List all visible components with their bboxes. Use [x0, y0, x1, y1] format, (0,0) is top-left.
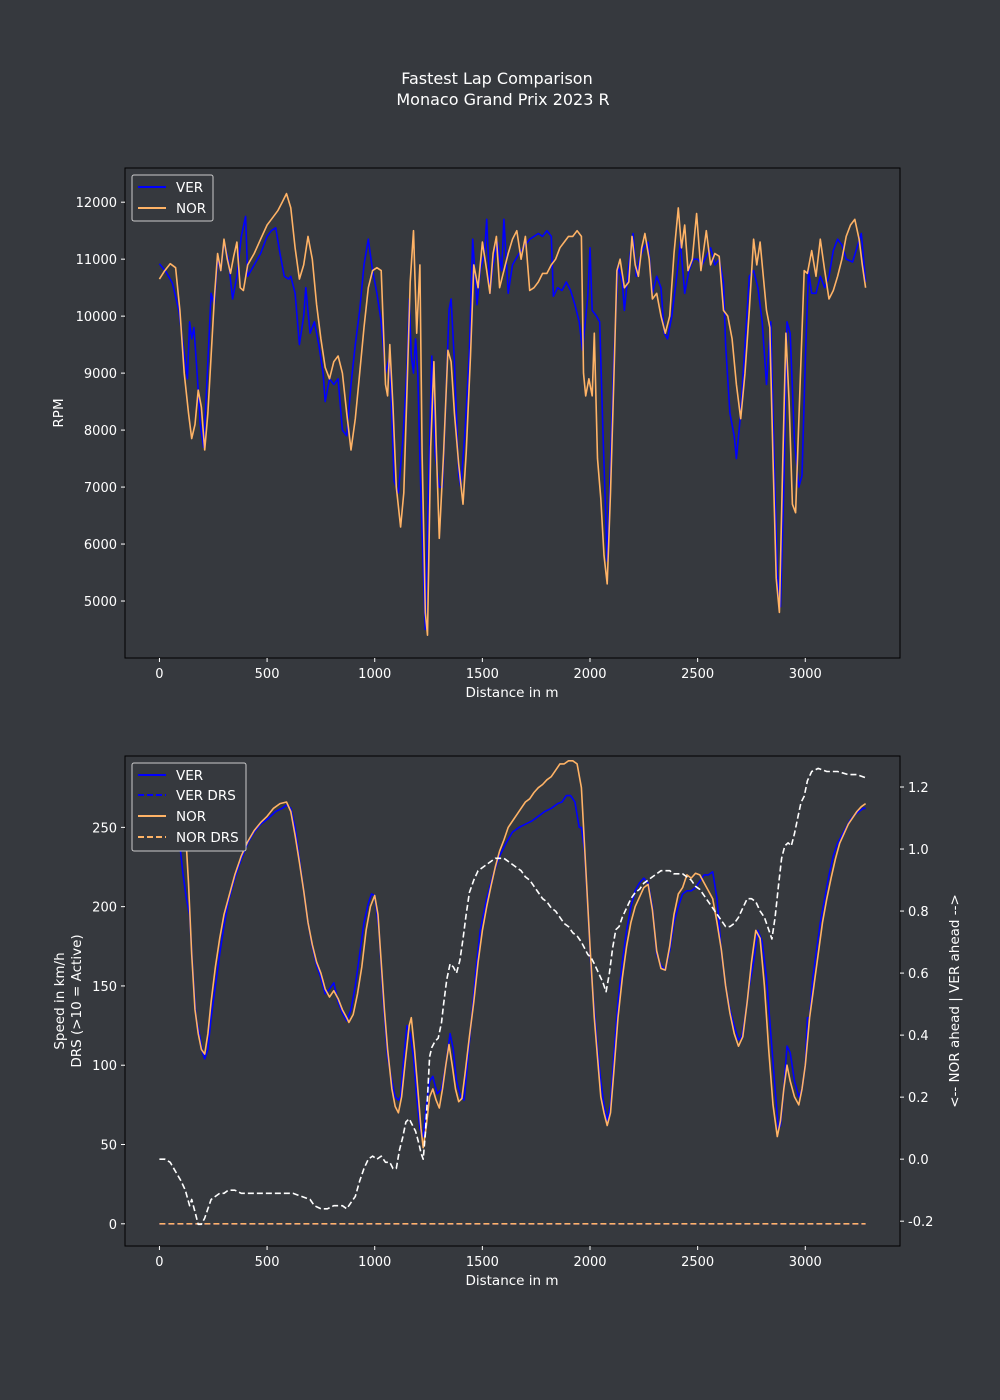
- delta-y2-tick-label: 0.4: [908, 1029, 929, 1044]
- speed-x-axis-label: Distance in m: [465, 1273, 558, 1289]
- speed-x-tick-label: 3000: [789, 1255, 822, 1270]
- speed-y-tick-label: 100: [92, 1059, 117, 1074]
- speed-x-tick-label: 0: [155, 1255, 163, 1270]
- speed-x-tick-label: 1500: [466, 1255, 499, 1270]
- rpm-legend: VER NOR: [131, 174, 214, 222]
- rpm-legend-ver: VER: [176, 180, 203, 196]
- delta-y2-tick-label: 0.2: [908, 1091, 929, 1106]
- speed-y-tick-label: 250: [92, 821, 117, 836]
- rpm-ver-line: [158, 215, 867, 631]
- speed-y-tick-label: 50: [100, 1139, 117, 1154]
- speed-legend-nor: NOR: [176, 809, 206, 825]
- speed-y-tick-label: 200: [92, 901, 117, 916]
- rpm-y-tick-label: 12000: [76, 196, 117, 211]
- rpm-y-axis-label: RPM: [51, 398, 67, 427]
- figure-title-line2: Monaco Grand Prix 2023 R: [396, 90, 609, 109]
- speed-legend-box: [131, 762, 247, 852]
- rpm-chart: 0 500 1000 1500 2000 2500 3000 5000 6000 7000 800…: [51, 167, 901, 701]
- speed-legend-ver: VER: [176, 768, 203, 784]
- rpm-legend-nor: NOR: [176, 201, 206, 217]
- delta-y2-tick-label: -0.2: [908, 1215, 933, 1230]
- rpm-nor-line: [158, 192, 867, 637]
- rpm-y-tick-label: 8000: [84, 424, 117, 439]
- rpm-y-tick-label: 11000: [76, 253, 117, 268]
- rpm-x-tick-label: 1500: [466, 667, 499, 682]
- speed-x-tick-label: 1000: [358, 1255, 391, 1270]
- delta-y2-tick-label: 1.2: [908, 781, 929, 796]
- rpm-x-tick-label: 1000: [358, 667, 391, 682]
- speed-plot-area: [124, 755, 901, 1247]
- speed-y-axis-label-line1: Speed in km/h: [52, 952, 68, 1049]
- rpm-y-tick-label: 10000: [76, 310, 117, 325]
- speed-x-tick-label: 500: [255, 1255, 280, 1270]
- rpm-plot-area: [124, 167, 901, 659]
- rpm-y-tick-label: 6000: [84, 538, 117, 553]
- speed-delta-line: [159, 767, 866, 1226]
- speed-y-tick-label: 0: [109, 1218, 117, 1233]
- speed-legend: VER VER DRS NOR NOR DRS: [131, 762, 247, 852]
- rpm-y-tick-label: 5000: [84, 595, 117, 610]
- speed-x-tick-label: 2500: [681, 1255, 714, 1270]
- speed-y-tick-label: 150: [92, 980, 117, 995]
- rpm-x-tick-label: 2000: [573, 667, 606, 682]
- speed-legend-nor-drs: NOR DRS: [176, 830, 239, 846]
- speed-chart: 0 500 1000 1500 2000 2500 3000 0 50 100 150 200 250…: [52, 755, 963, 1289]
- speed-nor-line: [184, 759, 867, 1149]
- rpm-x-axis-label: Distance in m: [465, 685, 558, 701]
- speed-x-tick-label: 2000: [573, 1255, 606, 1270]
- delta-y2-tick-label: 0.8: [908, 905, 929, 920]
- rpm-x-tick-label: 0: [155, 667, 163, 682]
- delta-y2-axis-label: <-- NOR ahead | VER ahead -->: [947, 894, 963, 1108]
- delta-y2-tick-label: 0.0: [908, 1153, 929, 1168]
- rpm-y-tick-label: 7000: [84, 481, 117, 496]
- rpm-x-tick-label: 500: [255, 667, 280, 682]
- speed-y-axis-label-line2: DRS (>10 = Active): [69, 934, 85, 1067]
- speed-ver-line: [158, 785, 866, 1138]
- figure-title-line1: Fastest Lap Comparison: [401, 69, 592, 88]
- rpm-x-tick-label: 3000: [789, 667, 822, 682]
- rpm-y-tick-label: 9000: [84, 367, 117, 382]
- delta-y2-tick-label: 1.0: [908, 843, 929, 858]
- rpm-x-tick-label: 2500: [681, 667, 714, 682]
- delta-y2-tick-label: 0.6: [908, 967, 929, 982]
- speed-legend-ver-drs: VER DRS: [176, 788, 236, 804]
